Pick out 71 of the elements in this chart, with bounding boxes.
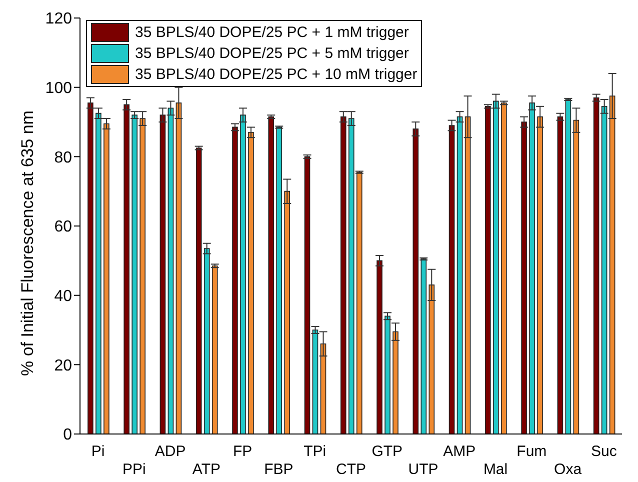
- legend-label: 35 BPLS/40 DOPE/25 PC + 10 mM trigger: [135, 66, 418, 83]
- x-tick-label: Suc: [591, 443, 618, 460]
- x-tick-label: Fum: [516, 443, 547, 460]
- bar: [412, 128, 419, 434]
- bar: [88, 102, 94, 434]
- bar: [557, 116, 564, 434]
- bar: [493, 100, 499, 434]
- y-tick-label: 120: [45, 10, 72, 28]
- x-tick-label: GTP: [372, 443, 403, 460]
- bar: [609, 96, 616, 434]
- bar: [428, 284, 435, 434]
- x-tick-label: FBP: [264, 461, 294, 478]
- bar: [573, 120, 580, 434]
- bar: [376, 260, 382, 434]
- bar: [537, 116, 543, 434]
- y-tick-label: 0: [63, 426, 72, 444]
- x-tick-label: Mal: [483, 461, 508, 478]
- bar: [356, 172, 362, 434]
- x-tick-label: Pi: [91, 443, 105, 460]
- y-tick-label: 60: [54, 218, 72, 236]
- bar: [485, 106, 491, 434]
- bar: [304, 156, 310, 434]
- y-tick-label: 40: [54, 288, 72, 306]
- x-tick-label: CTP: [336, 461, 366, 478]
- bar: [232, 126, 238, 434]
- y-tick-label: 20: [54, 357, 72, 374]
- bar: [392, 331, 398, 434]
- x-tick-label: AMP: [443, 443, 476, 460]
- x-tick-label: FP: [233, 443, 252, 460]
- bar: [132, 114, 138, 434]
- legend-label: 35 BPLS/40 DOPE/25 PC + 1 mM trigger: [135, 24, 409, 41]
- y-axis-title: % of Initial Fluorescence at 635 nm: [18, 110, 38, 376]
- bar: [593, 97, 600, 434]
- x-tick-label: UTP: [408, 461, 438, 478]
- bar: [521, 122, 527, 434]
- bar: [176, 102, 182, 434]
- y-tick-label: 80: [54, 149, 72, 166]
- bar: [384, 316, 390, 434]
- x-tick-label: PPi: [122, 461, 146, 478]
- bar: [196, 148, 202, 434]
- bar: [140, 118, 146, 434]
- x-tick-label: Oxa: [554, 461, 582, 478]
- legend-label: 35 BPLS/40 DOPE/25 PC + 5 mM trigger: [135, 45, 409, 62]
- bar: [96, 112, 102, 434]
- bar: [104, 123, 110, 434]
- bar: [268, 116, 274, 434]
- bar: [529, 102, 535, 434]
- bar: [212, 265, 218, 434]
- bar: [464, 116, 471, 434]
- x-tick-label: TPi: [304, 443, 326, 460]
- x-tick-label: ADP: [154, 443, 186, 460]
- bar: [284, 190, 290, 434]
- bar: [565, 99, 572, 434]
- bar: [420, 258, 427, 434]
- bar: [240, 114, 246, 434]
- bar: [124, 104, 130, 434]
- bar: [601, 106, 608, 434]
- bar: [340, 116, 346, 434]
- bar: [248, 132, 254, 434]
- bar: [456, 116, 463, 434]
- bar: [501, 102, 507, 434]
- bar: [204, 248, 210, 434]
- y-tick-label: 100: [45, 80, 72, 98]
- bar: [320, 343, 326, 434]
- bar: [448, 125, 455, 434]
- bar: [168, 108, 174, 434]
- bar: [276, 126, 282, 434]
- bar: [312, 330, 318, 434]
- bar: [348, 118, 354, 434]
- bar: [160, 114, 166, 434]
- x-tick-label: ATP: [192, 461, 220, 478]
